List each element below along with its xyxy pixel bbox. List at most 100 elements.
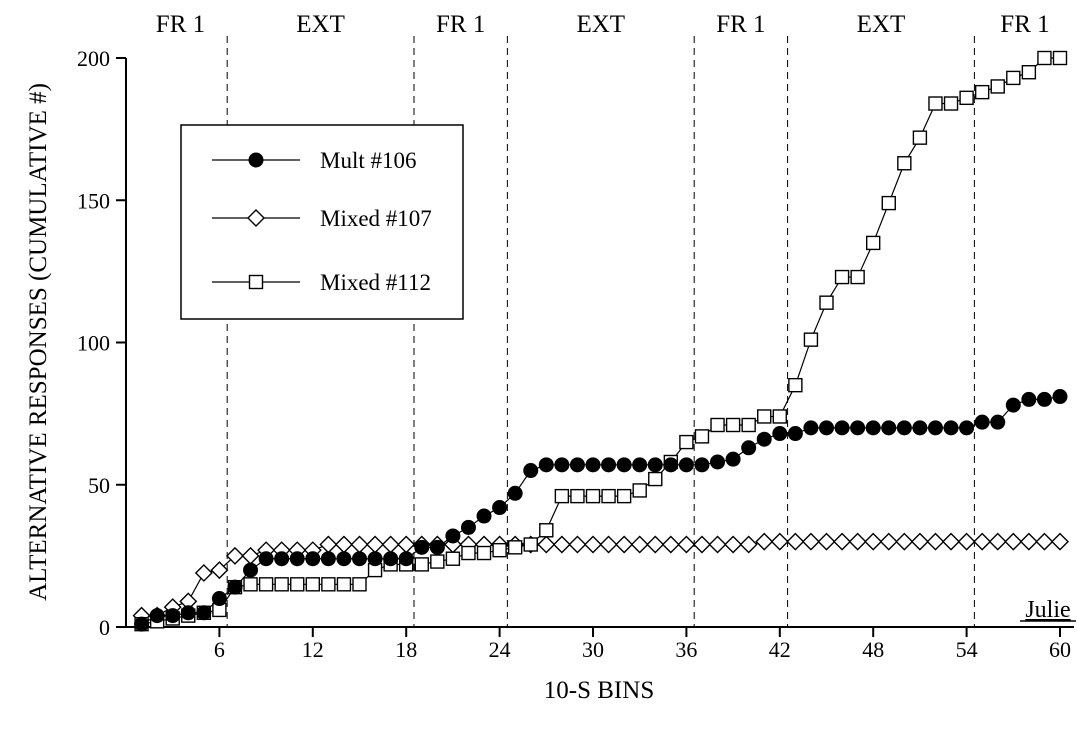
point-s2-53 bbox=[943, 96, 959, 111]
point-s0-3 bbox=[165, 608, 181, 624]
point-s1-42 bbox=[770, 532, 789, 551]
point-s1-36 bbox=[677, 535, 696, 554]
point-s1-34 bbox=[646, 535, 665, 554]
point-s0-20 bbox=[429, 539, 445, 555]
point-s1-8 bbox=[241, 546, 260, 565]
y-tick-label-100: 100 bbox=[77, 331, 110, 356]
point-s0-25 bbox=[507, 485, 523, 501]
point-s1-29 bbox=[568, 535, 587, 554]
phase-label-4: FR 1 bbox=[716, 11, 765, 38]
legend: Mult #106 Mixed #107 Mixed #112 bbox=[180, 124, 464, 320]
phase-label-1: EXT bbox=[296, 11, 345, 38]
point-s0-15 bbox=[352, 551, 367, 567]
y-tick-label-150: 150 bbox=[77, 188, 110, 213]
point-s1-45 bbox=[817, 532, 836, 551]
legend-marker-1 bbox=[247, 209, 265, 227]
point-s2-38 bbox=[710, 417, 725, 433]
point-s1-47 bbox=[848, 532, 867, 551]
point-s2-28 bbox=[554, 488, 570, 504]
point-s2-32 bbox=[616, 488, 632, 504]
point-s2-45 bbox=[819, 295, 834, 310]
point-s0-32 bbox=[616, 457, 632, 473]
point-s2-59 bbox=[1037, 50, 1052, 66]
point-s0-5 bbox=[196, 605, 212, 621]
point-s2-42 bbox=[772, 409, 787, 424]
subject-label: Julie bbox=[1025, 597, 1070, 623]
point-s1-41 bbox=[755, 532, 774, 551]
point-s2-30 bbox=[585, 488, 601, 504]
x-tick-label-6: 6 bbox=[214, 637, 225, 662]
point-s2-27 bbox=[539, 523, 554, 538]
point-s0-26 bbox=[523, 463, 539, 479]
phase-label-5: EXT bbox=[857, 11, 906, 38]
point-s0-57 bbox=[1005, 397, 1021, 413]
point-s0-4 bbox=[180, 605, 196, 621]
phase-label-3: EXT bbox=[576, 11, 625, 38]
point-s0-27 bbox=[538, 457, 554, 473]
point-s2-49 bbox=[881, 195, 896, 211]
point-s1-59 bbox=[1035, 532, 1054, 551]
point-s1-38 bbox=[708, 535, 727, 554]
point-s1-35 bbox=[661, 535, 680, 554]
point-s1-15 bbox=[350, 535, 369, 554]
point-s0-29 bbox=[569, 457, 585, 473]
point-s2-39 bbox=[725, 417, 741, 433]
point-s2-20 bbox=[430, 554, 445, 569]
point-s0-53 bbox=[943, 420, 959, 436]
point-s0-21 bbox=[445, 528, 461, 544]
point-s2-55 bbox=[974, 84, 990, 100]
point-s0-56 bbox=[990, 414, 1006, 430]
y-tick-label-0: 0 bbox=[99, 615, 110, 640]
point-s2-57 bbox=[1006, 70, 1021, 86]
x-tick-label-12: 12 bbox=[302, 637, 324, 662]
point-s2-31 bbox=[601, 488, 616, 504]
point-s0-14 bbox=[336, 551, 352, 567]
x-tick-label-48: 48 bbox=[862, 637, 884, 662]
point-s0-51 bbox=[912, 420, 928, 436]
point-s1-50 bbox=[895, 532, 914, 551]
point-s2-12 bbox=[305, 577, 320, 592]
point-s1-6 bbox=[210, 561, 229, 580]
point-s0-40 bbox=[741, 440, 757, 456]
point-s0-55 bbox=[974, 414, 990, 430]
point-s0-37 bbox=[694, 457, 710, 473]
point-s0-7 bbox=[227, 579, 243, 595]
y-axis-title: ALTERNATIVE RESPONSES (CUMULATIVE #) bbox=[25, 83, 52, 601]
point-s0-39 bbox=[725, 451, 741, 467]
point-s0-58 bbox=[1021, 391, 1037, 407]
legend-marker-0 bbox=[248, 152, 264, 168]
point-s2-10 bbox=[274, 577, 289, 592]
point-s0-50 bbox=[896, 420, 912, 436]
point-s0-48 bbox=[865, 420, 881, 436]
point-s0-2 bbox=[149, 608, 165, 624]
point-s1-30 bbox=[584, 535, 602, 554]
point-s0-28 bbox=[554, 457, 570, 473]
x-axis-title: 10-S BINS bbox=[544, 677, 654, 704]
point-s1-44 bbox=[801, 532, 820, 551]
point-s0-60 bbox=[1052, 389, 1068, 405]
point-s1-51 bbox=[910, 532, 929, 551]
series-layer bbox=[132, 50, 1069, 632]
x-tick-label-54: 54 bbox=[956, 637, 978, 662]
phase-label-0: FR 1 bbox=[156, 11, 205, 38]
point-s0-18 bbox=[398, 551, 414, 567]
point-s0-36 bbox=[678, 457, 694, 473]
point-s1-7 bbox=[225, 546, 244, 565]
point-s2-56 bbox=[990, 79, 1005, 94]
point-s0-10 bbox=[274, 551, 290, 567]
point-s0-11 bbox=[289, 551, 305, 567]
point-s2-48 bbox=[866, 235, 881, 251]
point-s1-31 bbox=[599, 535, 618, 554]
point-s0-33 bbox=[632, 457, 648, 473]
point-s0-38 bbox=[710, 454, 726, 470]
phase-layer: FR 1 EXT FR 1 EXT FR 1 EXT FR 1 bbox=[156, 11, 1050, 627]
point-s2-9 bbox=[258, 577, 274, 592]
point-s2-37 bbox=[694, 429, 710, 444]
point-s2-46 bbox=[834, 269, 850, 285]
phase-label-6: FR 1 bbox=[1000, 11, 1049, 38]
point-s0-47 bbox=[850, 420, 866, 436]
point-s0-19 bbox=[414, 539, 430, 555]
point-s0-16 bbox=[367, 551, 383, 567]
